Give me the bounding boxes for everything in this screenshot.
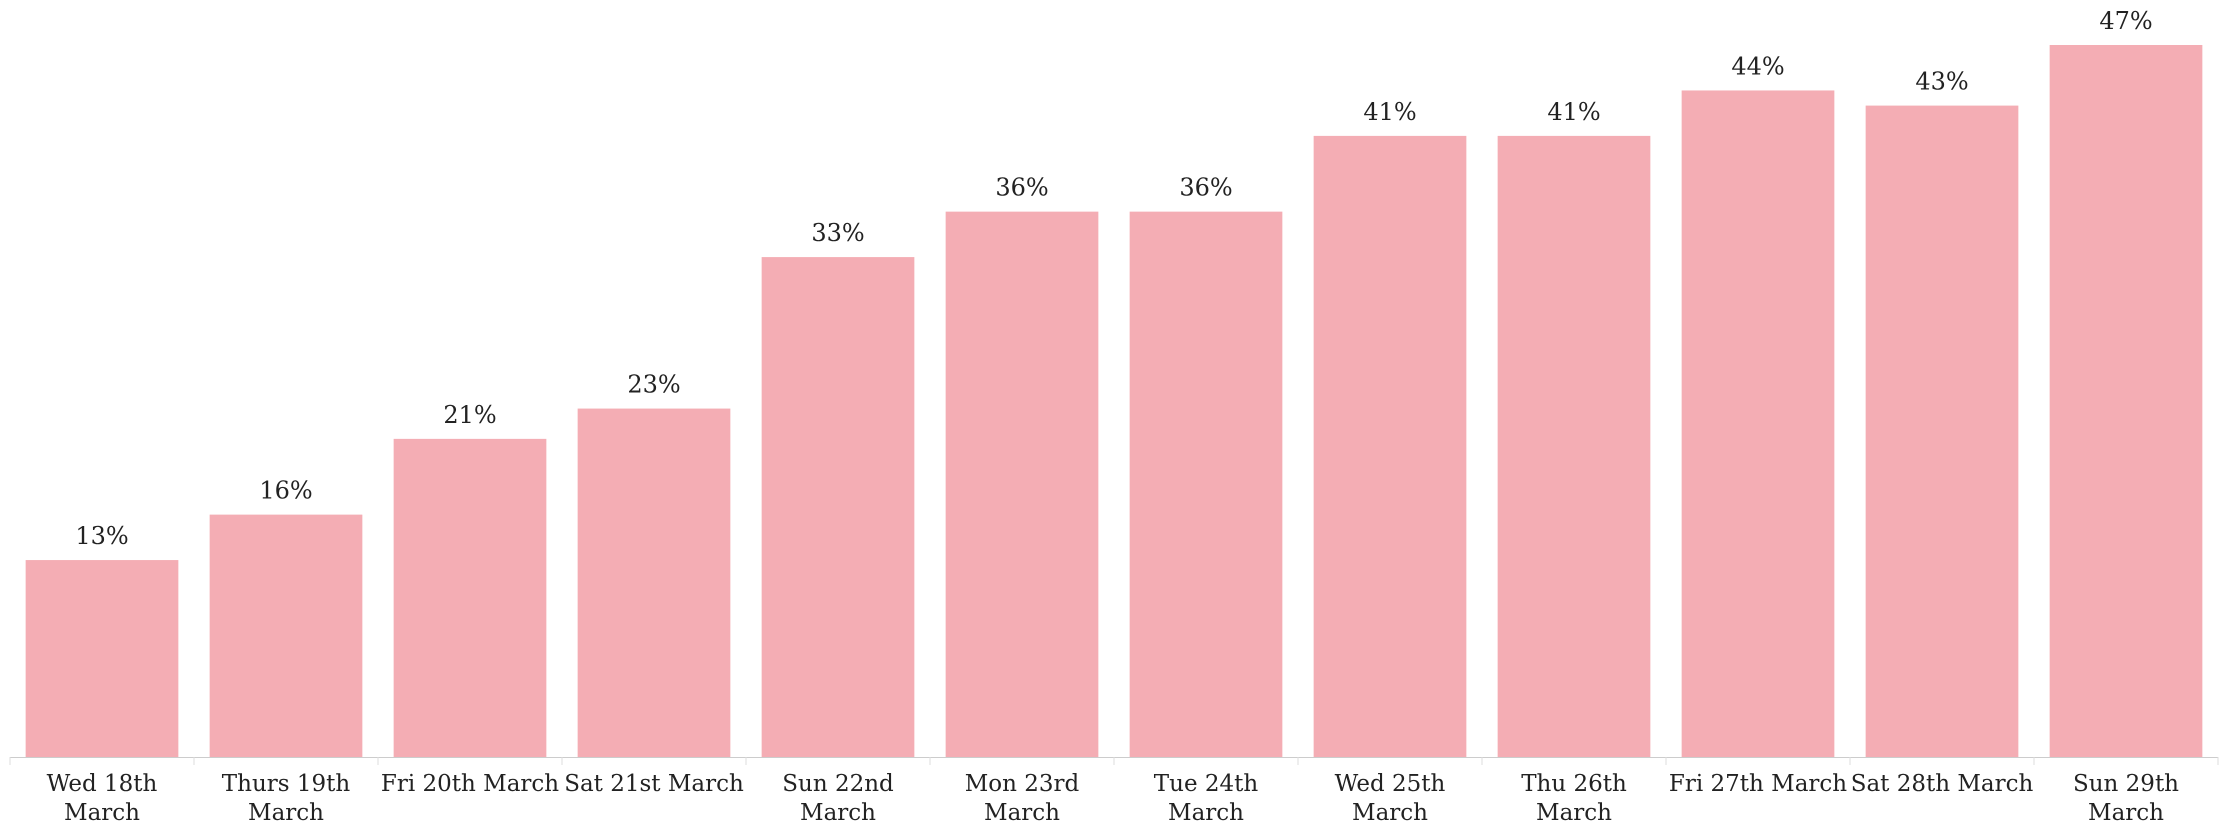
bar — [945, 211, 1099, 757]
x-tick-label: Sun 22nd March — [782, 771, 894, 826]
data-label: 21% — [443, 401, 496, 429]
bar — [2049, 45, 2203, 757]
x-tick-label: Fri 20th March — [380, 771, 560, 797]
data-label: 41% — [1363, 98, 1416, 126]
data-label: 16% — [259, 477, 312, 505]
x-tick-label: Tue 24th March — [1153, 771, 1259, 826]
data-label: 43% — [1915, 68, 1968, 96]
x-tick-label: Wed 25th March — [1334, 771, 1446, 826]
data-label: 47% — [2099, 7, 2152, 35]
bar — [1313, 135, 1467, 757]
x-tick-label: Sat 28th March — [1850, 771, 2034, 797]
bar — [761, 257, 915, 757]
bar — [1497, 135, 1651, 757]
x-tick-label: Mon 23rd March — [964, 771, 1080, 826]
data-label: 36% — [1179, 174, 1232, 202]
x-tick-label: Sat 21st March — [564, 771, 744, 797]
x-tick-label: Thurs 19th March — [221, 771, 351, 826]
bar — [1865, 105, 2019, 757]
x-tick-label: Fri 27th March — [1668, 771, 1848, 797]
bar — [209, 514, 363, 757]
bar — [1681, 90, 1835, 758]
x-tick-label: Wed 18th March — [46, 771, 158, 826]
data-label: 41% — [1547, 98, 1600, 126]
bar — [1129, 211, 1283, 757]
data-label: 36% — [995, 174, 1048, 202]
bar — [25, 560, 179, 757]
x-tick-label: Thu 26th March — [1521, 771, 1627, 826]
data-label: 23% — [627, 371, 680, 399]
x-tick-label: Sun 29th March — [2072, 771, 2179, 826]
bar — [393, 438, 547, 757]
data-label: 33% — [811, 219, 864, 247]
data-label: 13% — [75, 522, 128, 550]
bar — [577, 408, 731, 757]
data-label: 44% — [1731, 52, 1784, 80]
